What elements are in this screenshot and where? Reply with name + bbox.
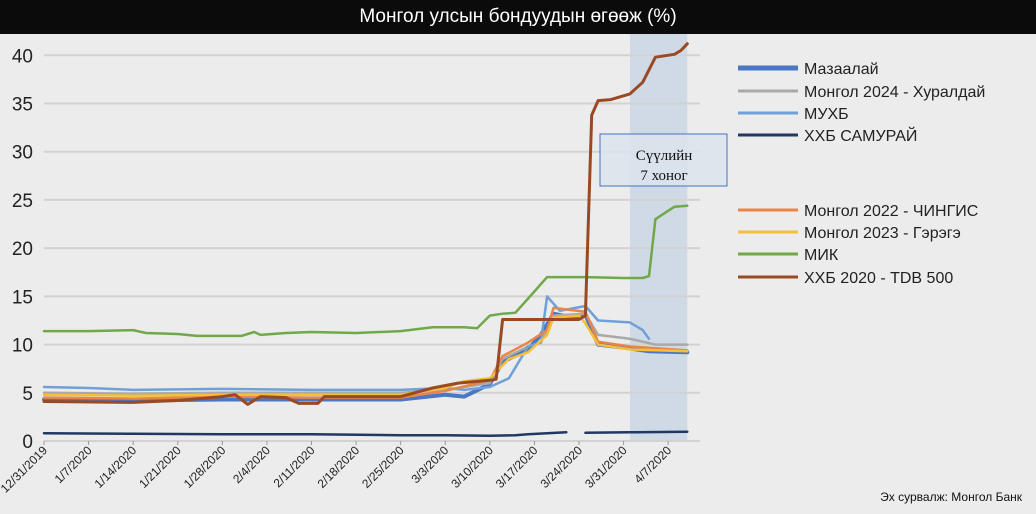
x-tick-label: 2/25/2020 (359, 443, 407, 491)
annotation-line-1: Сүүлийн (636, 148, 693, 164)
series-line (42, 430, 689, 437)
x-tick-label: 2/18/2020 (315, 443, 363, 491)
x-tick-label: 3/3/2020 (408, 443, 451, 486)
x-axis: 12/31/2019 1/7/20201/14/20201/21/20201/28… (0, 441, 675, 496)
legend: Мазаалай Монгол 2024 - Хуралдай МУХБ ХХБ СА… (738, 61, 985, 287)
chart-title: Монгол улсын бондуудын өгөөж (%) (0, 0, 1036, 34)
y-axis: 0 5 10 15 20 25 30 35 40 (12, 46, 33, 453)
y-tick-label: 15 (12, 287, 33, 308)
legend-label: ХХБ 2020 - TDB 500 (804, 270, 953, 287)
x-tick-label: 3/24/2020 (537, 443, 585, 491)
highlight-band (629, 34, 688, 441)
y-tick-label: 5 (22, 384, 33, 405)
highlight-region (629, 34, 688, 441)
series-line (42, 312, 689, 396)
legend-label: Монгол 2023 - Гэрэгэ (804, 225, 961, 242)
highlight-annotation: Сүүлийн 7 хоног (599, 133, 728, 187)
x-tick-label: 1/28/2020 (181, 443, 229, 491)
gridlines (44, 54, 700, 442)
series-line (42, 204, 689, 338)
legend-label: МИК (804, 247, 839, 264)
y-tick-label: 35 (12, 95, 33, 116)
annotation-line-2: 7 хоног (640, 168, 687, 184)
legend-label: ХХБ САМУРАЙ (804, 126, 917, 145)
series-line (42, 306, 689, 400)
x-tick-label: 2/4/2020 (230, 443, 273, 486)
annotation-box (599, 133, 728, 187)
x-tick-label: 3/17/2020 (493, 443, 541, 491)
source-note: Эх сурвалж: Монгол Банк (880, 490, 1022, 504)
y-tick-label: 25 (12, 191, 33, 212)
x-tick-label: 1/21/2020 (136, 443, 184, 491)
x-tick-label: 3/31/2020 (582, 443, 630, 491)
y-tick-label: 10 (12, 336, 33, 357)
series-line (42, 42, 689, 406)
y-tick-label: 0 (22, 432, 33, 453)
legend-label: Мазаалай (804, 61, 879, 78)
x-tick-label: 1/14/2020 (92, 443, 140, 491)
x-tick-label: 1/7/2020 (52, 443, 95, 486)
series-line (42, 295, 651, 392)
series-lines (42, 42, 690, 437)
chart-area: 0 5 10 15 20 25 30 35 40 12/31/2019 1/7/20201/14/… (0, 34, 985, 496)
legend-label: Монгол 2022 - ЧИНГИС (804, 203, 978, 220)
x-tick-label: 2/11/2020 (271, 443, 318, 490)
y-tick-label: 30 (12, 143, 33, 164)
x-tick-label: 4/7/2020 (631, 443, 674, 486)
legend-label: Монгол 2024 - Хуралдай (804, 84, 985, 101)
legend-label: МУХБ (804, 106, 849, 123)
y-tick-label: 20 (12, 239, 33, 260)
y-tick-label: 40 (12, 46, 33, 67)
x-tick-label: 3/10/2020 (448, 443, 496, 491)
series-line (42, 314, 689, 397)
